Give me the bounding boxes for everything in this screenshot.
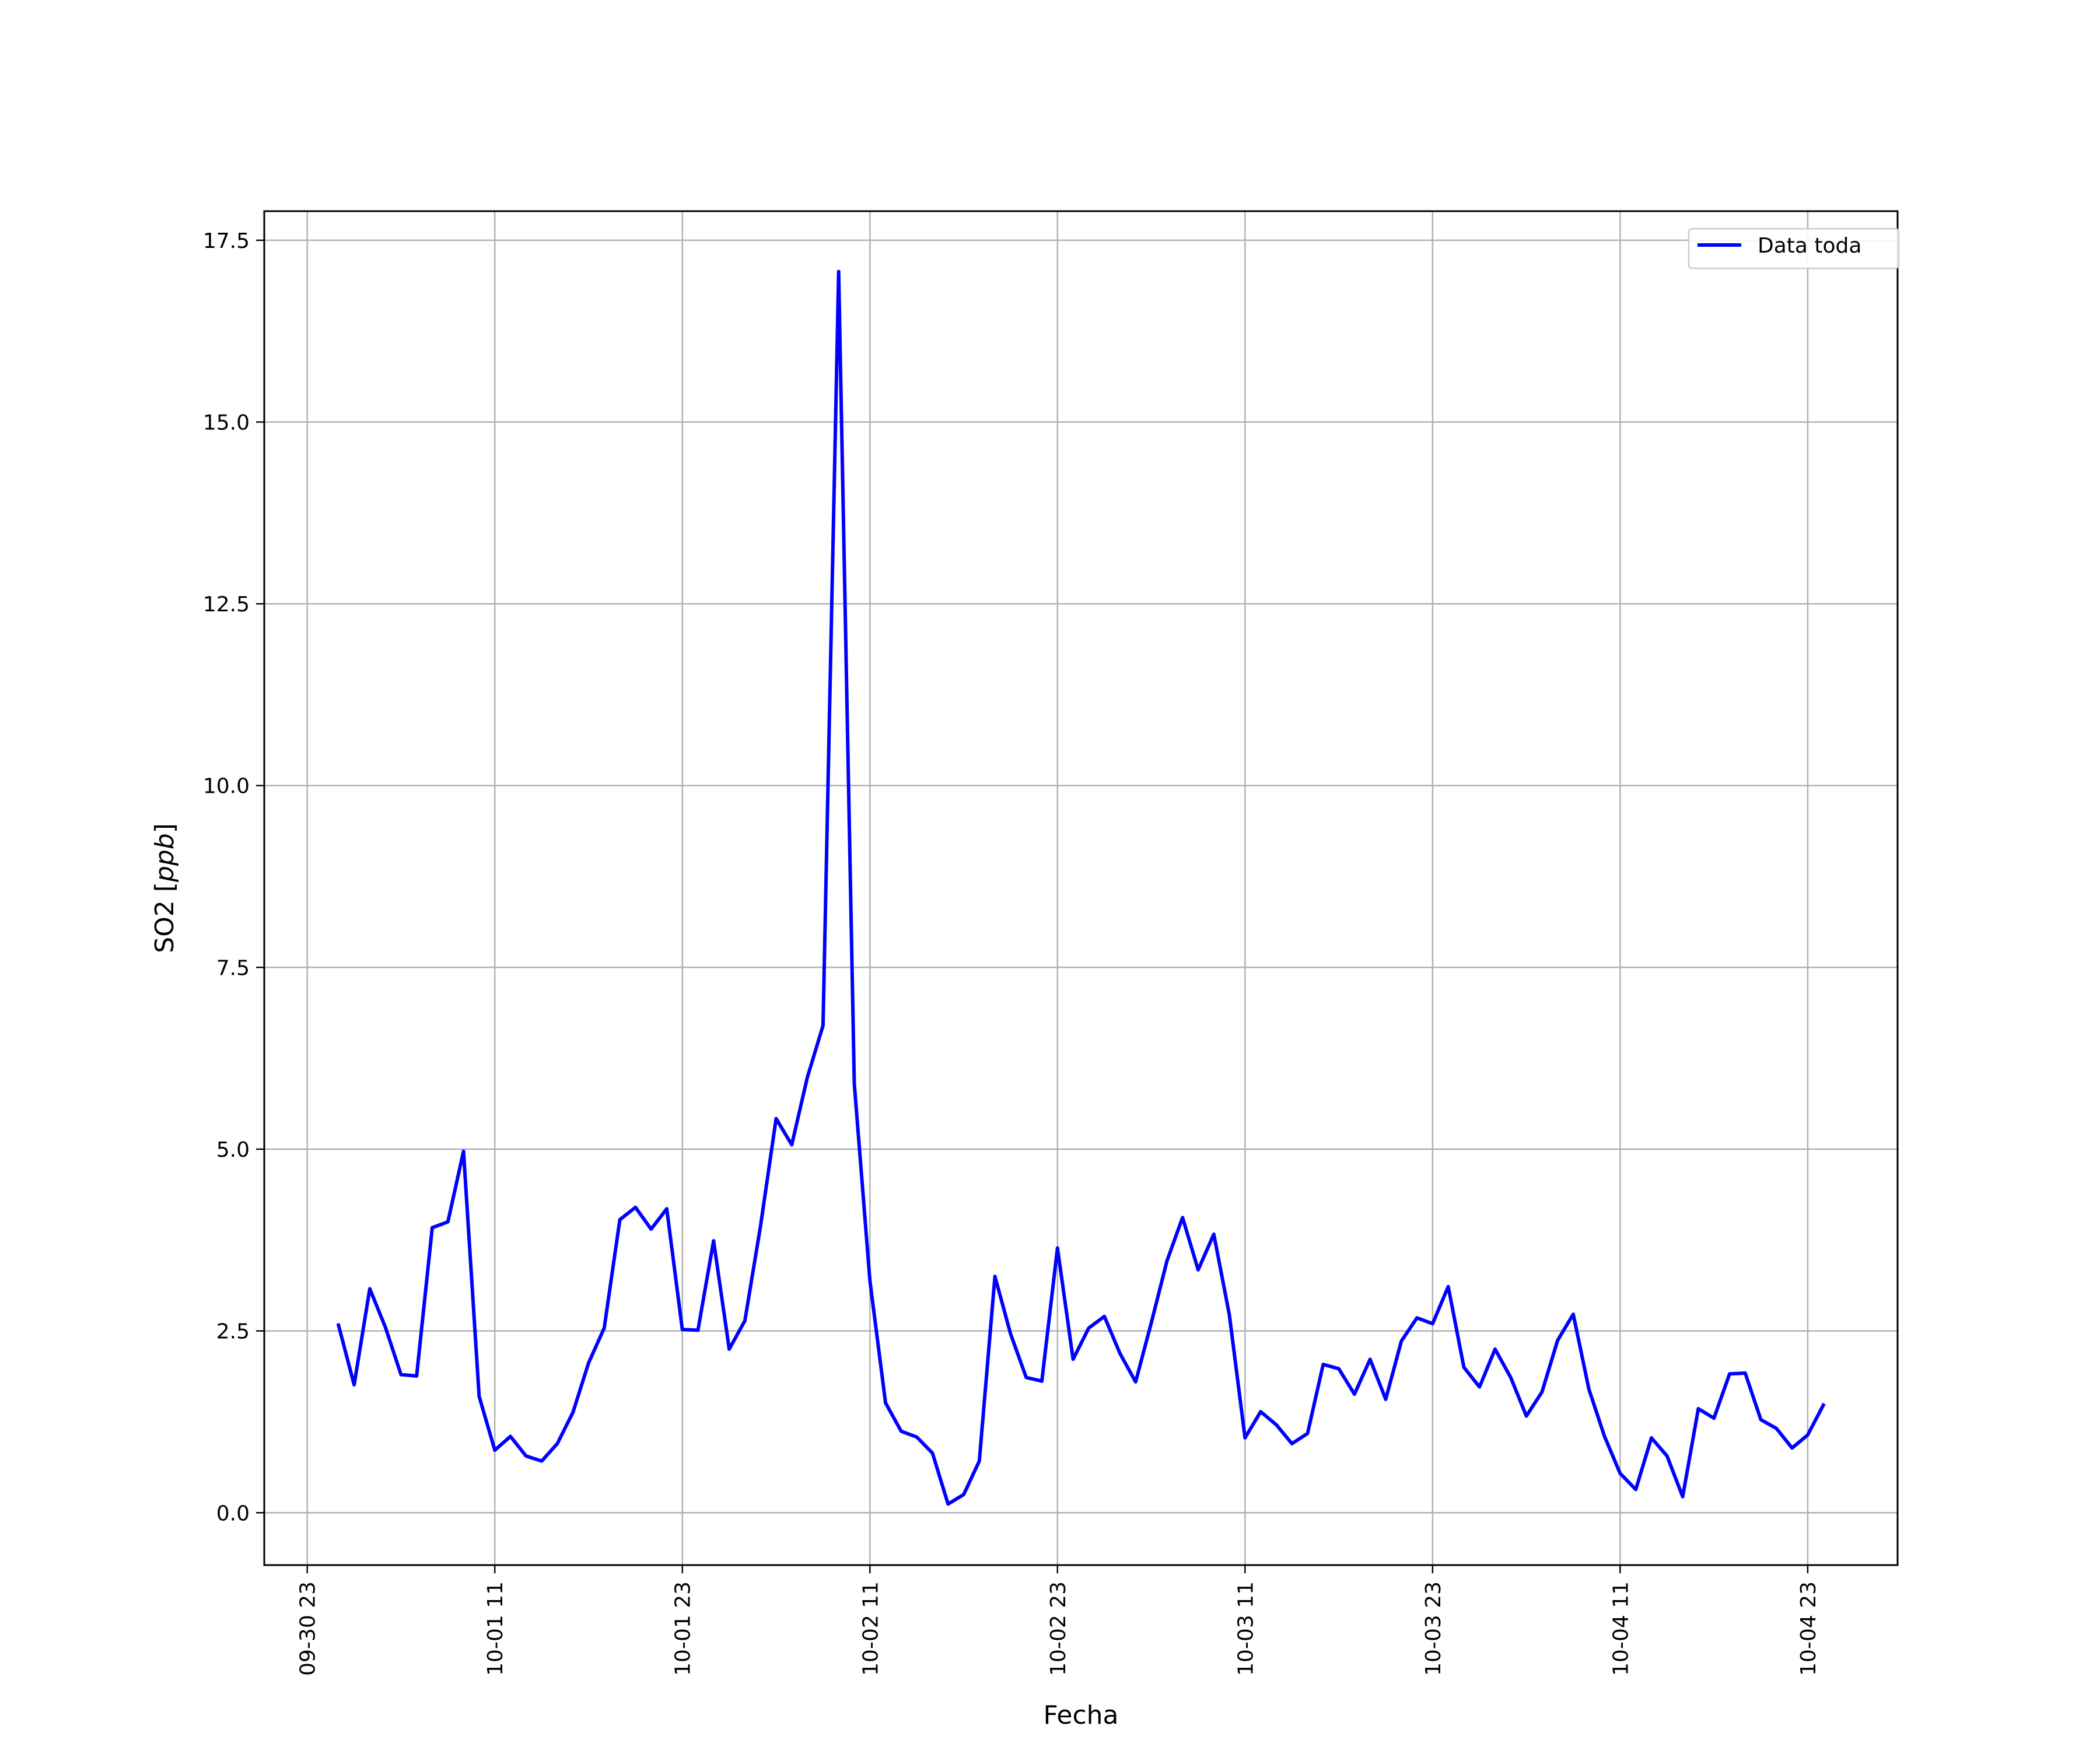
x-tick-label: 10-04 23 bbox=[1797, 1581, 1821, 1676]
plot-frame bbox=[263, 210, 1899, 1566]
y-tick-label: 5.0 bbox=[216, 1138, 250, 1162]
y-tick-label: 2.5 bbox=[216, 1320, 250, 1344]
y-tick-label: 7.5 bbox=[216, 956, 250, 980]
x-tick-label: 10-03 11 bbox=[1234, 1581, 1258, 1676]
y-axis-ticks: 0.0 2.5 5.0 7.5 10.0 12.5 15.0 17.5 bbox=[203, 229, 264, 1525]
x-tick-label: 10-04 11 bbox=[1609, 1581, 1633, 1676]
legend-box bbox=[1688, 228, 1900, 270]
y-tick-label: 10.0 bbox=[203, 775, 250, 799]
legend-label: Data toda bbox=[1758, 234, 1861, 258]
x-tick-label: 10-02 23 bbox=[1046, 1581, 1070, 1676]
x-tick-label: 09-30 23 bbox=[296, 1581, 320, 1676]
x-tick-label: 10-01 23 bbox=[671, 1581, 695, 1676]
y-tick-label: 0.0 bbox=[216, 1502, 250, 1525]
grid-lines bbox=[264, 211, 1898, 1565]
y-axis-label-close: ] bbox=[150, 823, 180, 833]
y-axis-label-unit: ppb bbox=[150, 833, 180, 883]
legend: Data toda bbox=[1688, 228, 1900, 270]
y-tick-label: 12.5 bbox=[203, 593, 250, 617]
y-tick-label: 17.5 bbox=[203, 229, 250, 253]
x-axis-label: Fecha bbox=[1043, 1700, 1118, 1730]
series-layer bbox=[336, 270, 1826, 1506]
y-axis-label: SO2 [ppb] bbox=[150, 823, 180, 953]
y-axis-label-main: SO2 [ bbox=[150, 882, 180, 953]
x-tick-label: 10-03 23 bbox=[1422, 1581, 1446, 1676]
series-line-data-toda bbox=[336, 270, 1826, 1506]
x-tick-label: 10-02 11 bbox=[859, 1581, 883, 1676]
x-tick-label: 10-01 11 bbox=[484, 1581, 508, 1676]
x-axis-ticks: 09-30 23 10-01 11 10-01 23 10-02 11 10-02 23… bbox=[296, 1565, 1821, 1676]
y-tick-label: 15.0 bbox=[203, 411, 250, 435]
